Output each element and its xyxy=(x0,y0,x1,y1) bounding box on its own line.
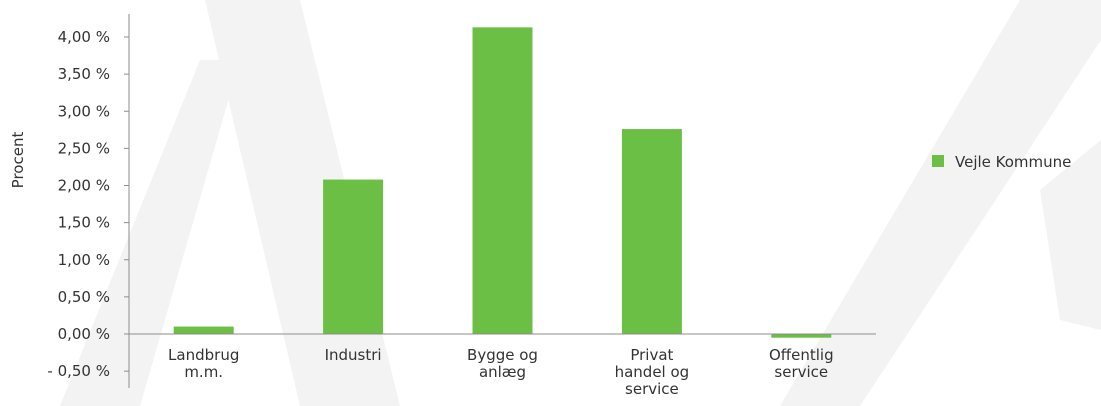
plot-area: - 0,50 % 0,00 % 0,50 % 1,00 % 1,50 % 2,00 % 2,… xyxy=(9,14,876,398)
x-category-label-line: Bygge og xyxy=(467,346,538,364)
y-tick-label: 4,00 % xyxy=(58,28,110,46)
y-tick-label: 3,00 % xyxy=(58,102,110,120)
y-tick-label: 2,50 % xyxy=(58,139,110,157)
y-tick-label: 1,50 % xyxy=(58,214,110,232)
legend-swatch xyxy=(932,155,944,167)
y-tick-label: 2,00 % xyxy=(58,177,110,195)
x-category-label: Industri xyxy=(325,346,382,364)
x-category-label-line: Landbrug xyxy=(168,346,239,364)
x-category-label-line: handel og xyxy=(615,363,690,381)
x-category-label-line: service xyxy=(774,363,828,381)
watermark-stroke-2 xyxy=(60,60,240,406)
x-category-label-line: m.m. xyxy=(184,363,223,381)
x-category-label: Offentlig service xyxy=(769,346,834,381)
y-tick-label: 1,00 % xyxy=(58,251,110,269)
watermark-stroke-4 xyxy=(1040,140,1101,330)
bar xyxy=(771,334,832,338)
y-tick-label: 0,50 % xyxy=(58,288,110,306)
x-category-label: Privat handel og service xyxy=(615,346,690,398)
y-axis-title: Procent xyxy=(9,132,27,189)
x-category-label: Bygge og anlæg xyxy=(467,346,538,381)
legend-label: Vejle Kommune xyxy=(955,153,1071,171)
bar xyxy=(173,326,234,334)
x-category-label-line: Offentlig xyxy=(769,346,834,364)
bar xyxy=(621,129,682,334)
x-category-label: Landbrug m.m. xyxy=(168,346,239,381)
x-category-label-line: Industri xyxy=(325,346,382,364)
y-tick-label: - 0,50 % xyxy=(47,362,110,380)
bar xyxy=(323,179,384,334)
y-tick-label: 0,00 % xyxy=(58,325,110,343)
y-tick-label: 3,50 % xyxy=(58,65,110,83)
x-category-label-line: service xyxy=(625,380,679,398)
x-category-label-line: anlæg xyxy=(479,363,526,381)
x-category-label-line: Privat xyxy=(630,346,673,364)
legend: Vejle Kommune xyxy=(932,153,1071,171)
bar xyxy=(472,27,533,334)
watermark-stroke-3 xyxy=(780,0,1101,406)
